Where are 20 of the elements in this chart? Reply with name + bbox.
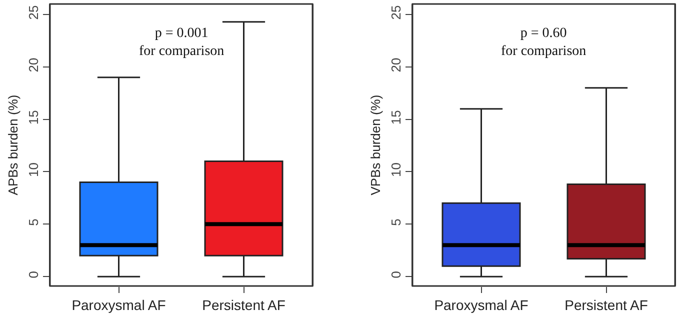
y-tick-label: 20 (26, 58, 41, 72)
y-tick-label: 10 (388, 162, 404, 178)
y-tick-label: 25 (26, 5, 41, 20)
y-tick-label: 0 (26, 271, 41, 278)
y-tick-label: 5 (388, 218, 404, 226)
x-tick-label: Persistent AF (202, 296, 286, 313)
y-tick-label: 20 (388, 58, 404, 72)
annotation: p = 0.60 for comparison (501, 26, 586, 60)
y-tick-label: 25 (388, 5, 404, 20)
annotation: p = 0.001 for comparison (139, 26, 224, 60)
y-tick-label: 15 (388, 110, 404, 125)
x-tick-label: Paroxysmal AF (72, 296, 166, 313)
y-axis-title: APBs burden (%) (6, 94, 21, 196)
y-tick-label: 5 (26, 218, 41, 226)
y-tick-label: 10 (26, 162, 41, 178)
y-tick-label: 15 (26, 110, 41, 125)
y-tick-label: 0 (388, 271, 404, 278)
x-tick-label: Paroxysmal AF (434, 296, 528, 313)
y-axis-title: VPBs burden (%) (368, 94, 384, 196)
x-tick-label: Persistent AF (564, 296, 648, 313)
